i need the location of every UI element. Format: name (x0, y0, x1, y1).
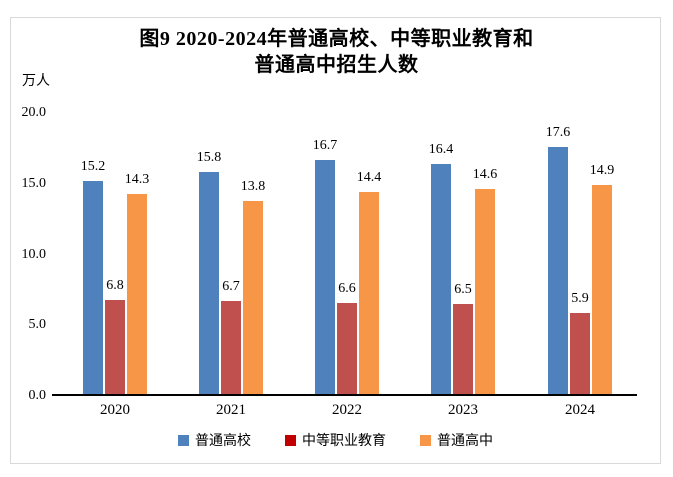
bar-value-label: 14.3 (124, 171, 150, 187)
y-tick-label: 15.0 (21, 175, 47, 191)
bar-2021-series-2 (243, 200, 263, 396)
bar-2021-series-0 (199, 172, 219, 396)
bar-2020-series-0 (83, 180, 103, 396)
bar-2022-series-1 (337, 302, 357, 396)
chart-legend: 普通高校 中等职业教育 普通高中 (10, 430, 661, 450)
y-axis-unit-label: 万人 (22, 74, 50, 89)
x-axis-label-2020: 2020 (100, 402, 130, 418)
x-axis-line (52, 394, 637, 396)
legend-item-2: 普通高中 (420, 430, 493, 450)
bar-2021-series-1 (221, 301, 241, 396)
bar-2020-series-2 (127, 193, 147, 396)
bar-2023-series-0 (431, 163, 451, 396)
bar-2022-series-2 (359, 192, 379, 396)
bar-value-label: 14.4 (356, 170, 382, 186)
chart-title-line-2: 普通高中招生人数 (254, 54, 419, 76)
legend-label: 中等职业教育 (302, 434, 386, 449)
bar-2024-series-0 (548, 146, 568, 396)
legend-item-0: 普通高校 (178, 430, 251, 450)
bar-value-label: 6.6 (338, 280, 356, 296)
y-tick-label: 5.0 (28, 317, 47, 333)
x-axis-label-2024: 2024 (565, 402, 595, 418)
y-tick-label: 20.0 (21, 105, 47, 120)
legend-label: 普通高校 (195, 434, 251, 449)
bar-value-label: 16.4 (428, 141, 454, 157)
legend-marker-icon (285, 434, 296, 446)
legend-label: 普通高中 (437, 434, 493, 449)
legend-marker-icon (420, 434, 431, 446)
bar-value-label: 6.8 (106, 277, 124, 293)
bar-value-label: 14.9 (589, 163, 615, 179)
bar-value-label: 6.5 (454, 282, 472, 298)
chart-title: 图9 2020-2024年普通高校、中等职业教育和 普通高中招生人数 (0, 26, 673, 78)
bar-value-label: 6.7 (222, 279, 240, 295)
bar-2024-series-2 (592, 185, 612, 396)
bar-2020-series-1 (105, 299, 125, 396)
bar-value-label: 14.6 (472, 167, 498, 183)
bar-2023-series-2 (475, 189, 495, 396)
bar-value-label: 13.8 (240, 178, 266, 194)
y-tick-label: 10.0 (21, 246, 47, 262)
bar-value-label: 17.6 (545, 124, 571, 140)
legend-item-1: 中等职业教育 (285, 430, 386, 450)
legend-marker-icon (178, 434, 189, 446)
x-axis-label-2023: 2023 (448, 402, 478, 418)
chart-title-line-1: 图9 2020-2024年普通高校、中等职业教育和 (139, 28, 534, 50)
bar-value-label: 15.2 (80, 158, 106, 174)
x-axis-label-2021: 2021 (216, 402, 246, 418)
y-tick-label: 0.0 (28, 388, 47, 403)
bar-value-label: 16.7 (312, 137, 338, 153)
bar-2022-series-0 (315, 159, 335, 396)
x-axis-label-2022: 2022 (332, 402, 362, 418)
bar-2024-series-1 (570, 312, 590, 396)
bar-2023-series-1 (453, 304, 473, 396)
bar-value-label: 15.8 (196, 150, 222, 166)
bar-value-label: 5.9 (571, 290, 589, 306)
